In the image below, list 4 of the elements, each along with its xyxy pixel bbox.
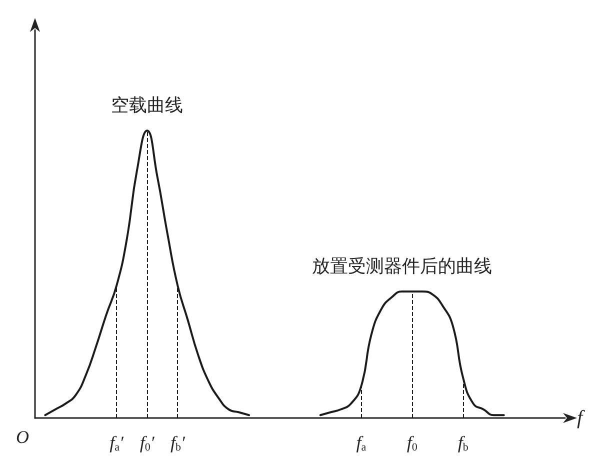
text: O bbox=[16, 427, 29, 447]
x-axis-title: f bbox=[577, 407, 585, 429]
series-label: 空载曲线 bbox=[111, 95, 184, 116]
series-label: 放置受测器件后的曲线 bbox=[312, 256, 492, 278]
